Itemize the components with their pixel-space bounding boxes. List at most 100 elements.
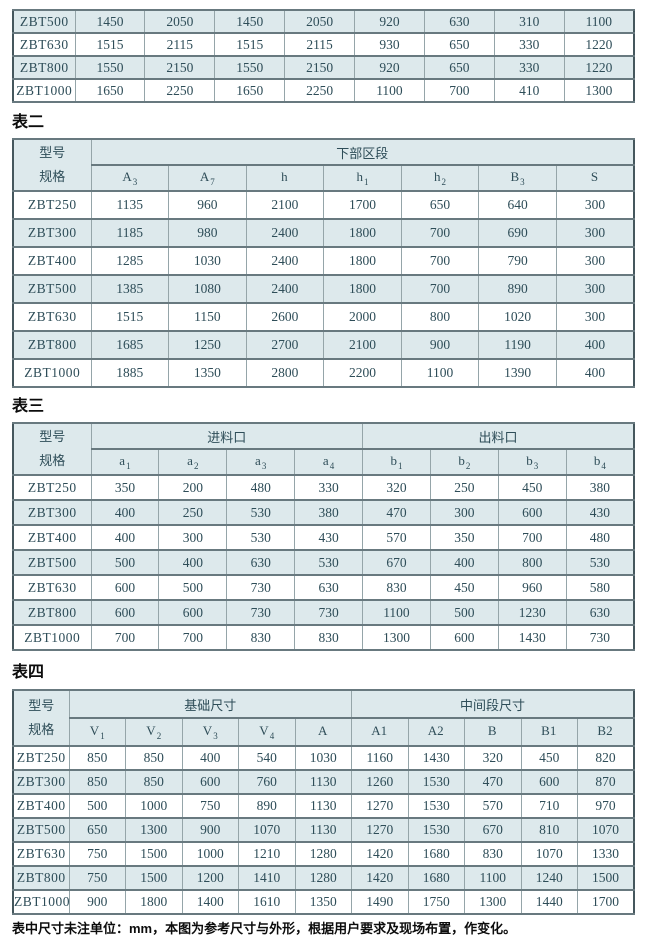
column-header: B3 [478, 164, 557, 192]
table-row: ZBT300 400 250 530 380 470 300 600 430 [12, 499, 635, 526]
table-row: ZBT250 850 850 400 540 1030 1160 1430 320 450 820 [12, 745, 635, 771]
col-symbol: B [487, 723, 497, 739]
table-row: ZBT500 1385 1080 2400 1800 700 890 300 [12, 274, 635, 304]
column-header-row: a1 a2 a3 a4 b1 b2 b3 b4 [13, 448, 635, 476]
cell: 600 [90, 599, 160, 626]
cell: 450 [520, 745, 578, 771]
cell: 1500 [125, 841, 183, 867]
column-header: h2 [400, 164, 480, 192]
cell: 1300 [464, 889, 522, 915]
cell: 1450 [74, 9, 146, 34]
group-header-midsection: 中间段尺寸 [351, 689, 635, 719]
col-symbol: h [281, 169, 288, 185]
column-header: A1 [351, 717, 409, 747]
cell: 400 [90, 499, 160, 526]
column-header: V1 [68, 717, 126, 747]
cell: 1430 [407, 745, 465, 771]
column-header: S [555, 164, 635, 192]
corner-top-label: 型号 [39, 428, 66, 444]
table4-label: 表四 [12, 664, 45, 681]
cell: 1100 [400, 358, 480, 388]
cell: 330 [294, 474, 363, 501]
cell: 1020 [478, 302, 557, 332]
model-cell: ZBT1000 [12, 624, 92, 651]
cell: 2600 [245, 302, 325, 332]
cell: 700 [497, 524, 567, 551]
model-cell: ZBT800 [12, 865, 70, 891]
column-header: B1 [520, 717, 578, 747]
cell: 1185 [90, 218, 170, 248]
cell: 650 [423, 55, 495, 80]
cell: 410 [493, 78, 565, 103]
cell: 690 [478, 218, 557, 248]
col-subscript: 2 [156, 730, 162, 741]
model-cell: ZBT300 [12, 769, 70, 795]
cell: 1440 [520, 889, 578, 915]
cell: 830 [226, 624, 296, 651]
cell: 1610 [238, 889, 296, 915]
table-row: ZBT500 1450 2050 1450 2050 920 630 310 1100 [12, 9, 635, 34]
column-header: V2 [125, 717, 183, 747]
col-subscript: 2 [193, 460, 199, 471]
cell: 830 [294, 624, 363, 651]
model-cell: ZBT250 [12, 190, 92, 220]
col-subscript: 4 [329, 460, 335, 471]
table4-foundation-midsection: 型号 规格 基础尺寸 中间段尺寸 V1 V2 V3 V4 A A1 A2 B B… [12, 689, 635, 915]
cell: 530 [294, 549, 363, 576]
col-subscript: 3 [132, 176, 138, 187]
col-symbol: V [202, 723, 213, 739]
cell: 1150 [168, 302, 247, 332]
cell: 1400 [181, 889, 239, 915]
cell: 400 [429, 549, 499, 576]
cell: 1350 [168, 358, 247, 388]
cell: 500 [158, 574, 228, 601]
table2-lower-section: 型号 规格 下部区段 A3 A7 h h1 h2 B3 S ZBT250 1135… [12, 138, 635, 388]
cell: 730 [226, 599, 296, 626]
cell: 1420 [351, 841, 409, 867]
col-symbol: a [119, 453, 126, 469]
cell: 830 [362, 574, 431, 601]
group-header-inlet: 进料口 [90, 422, 363, 450]
cell: 1700 [577, 889, 635, 915]
table-row: ZBT800 750 1500 1200 1410 1280 1420 1680 1100 124… [12, 865, 635, 891]
col-symbol: h [434, 169, 441, 185]
corner-cell: 型号 规格 [12, 689, 70, 747]
cell: 650 [400, 190, 480, 220]
cell: 1530 [407, 817, 465, 843]
model-cell: ZBT800 [12, 55, 76, 80]
col-symbol: A1 [371, 723, 388, 739]
cell: 970 [577, 793, 635, 819]
cell: 960 [168, 190, 247, 220]
cell: 700 [90, 624, 160, 651]
cell: 1330 [577, 841, 635, 867]
cell: 300 [555, 190, 635, 220]
cell: 470 [464, 769, 522, 795]
model-cell: ZBT250 [12, 474, 92, 501]
table-row: ZBT800 1685 1250 2700 2100 900 1190 400 [12, 330, 635, 360]
cell: 1000 [125, 793, 183, 819]
table-row: ZBT400 400 300 530 430 570 350 700 480 [12, 524, 635, 551]
cell: 670 [464, 817, 522, 843]
col-symbol: h [356, 169, 363, 185]
cell: 1420 [351, 865, 409, 891]
cell: 900 [68, 889, 126, 915]
col-symbol: V [259, 723, 269, 739]
table-row: ZBT1000 700 700 830 830 1300 600 1430 730 [12, 624, 635, 651]
cell: 700 [158, 624, 228, 651]
model-cell: ZBT630 [12, 302, 92, 332]
col-symbol: b [390, 453, 397, 469]
cell: 1500 [125, 865, 183, 891]
cell: 350 [90, 474, 160, 501]
cell: 1200 [181, 865, 239, 891]
cell: 1390 [478, 358, 557, 388]
cell: 670 [362, 549, 431, 576]
column-header: A [294, 717, 352, 747]
cell: 1030 [168, 246, 247, 276]
cell: 1650 [74, 78, 146, 103]
col-symbol: B [510, 169, 520, 185]
table-row: ZBT500 500 400 630 530 670 400 800 530 [12, 549, 635, 576]
corner-bottom-label: 规格 [39, 169, 66, 184]
column-header: A3 [90, 164, 170, 192]
cell: 350 [429, 524, 499, 551]
